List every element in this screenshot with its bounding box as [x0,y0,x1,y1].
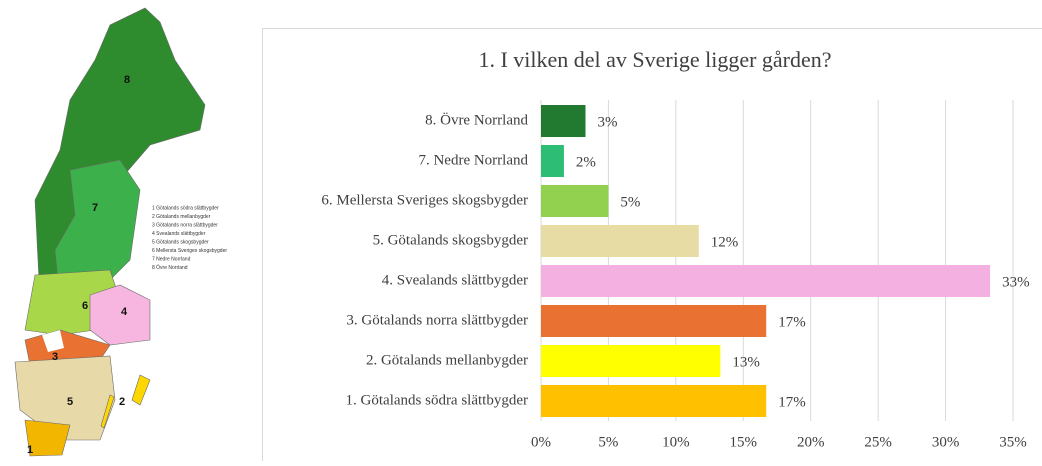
x-tick-label: 20% [797,434,825,450]
region-label: 7 [92,202,98,214]
value-label: 3% [598,114,618,130]
value-label: 13% [732,354,760,370]
bar [541,105,586,137]
bar [541,345,720,377]
category-label: 4. Svealands slättbygder [382,272,528,288]
bar [541,145,564,177]
bar [541,185,608,217]
bar [541,385,766,417]
region-label: 4 [121,306,128,318]
region-label: 6 [82,300,88,312]
x-tick-label: 30% [932,434,960,450]
bar [541,305,766,337]
category-label: 6. Mellersta Sveriges skogsbygder [321,192,528,208]
chart-title: 1. I vilken del av Sverige ligger gården… [478,47,831,72]
region-label: 3 [52,351,58,363]
category-label: 7. Nedre Norrland [418,152,528,168]
category-label: 8. Övre Norrland [425,111,528,128]
value-label: 5% [620,194,640,210]
map-legend-item: 3 Götalands norra slättbygder [152,222,218,228]
value-label: 12% [711,234,739,250]
category-label: 1. Götalands södra slättbygder [346,392,528,408]
region-label: 1 [27,444,33,456]
category-label: 5. Götalands skogsbygder [373,232,528,248]
region-2 [132,375,150,405]
bar [541,265,990,297]
map-legend-item: 8 Övre Norrland [152,264,188,271]
region-label: 2 [119,396,125,408]
bar [541,225,699,257]
x-tick-label: 10% [662,434,690,450]
x-tick-label: 5% [598,434,618,450]
region-label: 8 [124,74,130,86]
x-tick-label: 0% [531,434,551,450]
map-legend-item: 4 Svealands slättbygder [152,231,206,237]
map-legend-item: 7 Nedre Norrland [152,256,191,262]
value-label: 17% [778,314,806,330]
map-legend-item: 1 Götalands södra slättbygder [152,205,219,211]
x-tick-label: 25% [864,434,892,450]
category-label: 2. Götalands mellanbygder [366,352,528,368]
x-tick-label: 15% [730,434,758,450]
value-label: 17% [778,394,806,410]
map-legend-item: 2 Götalands mellanbygder [152,214,211,220]
value-label: 2% [576,154,596,170]
category-label: 3. Götalands norra slättbygder [346,312,528,328]
map-legend-item: 5 Götalands skogsbygder [152,239,209,245]
map-legend-item: 6 Mellersta Sveriges skogsbygder [152,248,227,254]
value-label: 33% [1002,274,1029,290]
region-label: 5 [67,396,73,408]
x-tick-label: 35% [999,434,1027,450]
